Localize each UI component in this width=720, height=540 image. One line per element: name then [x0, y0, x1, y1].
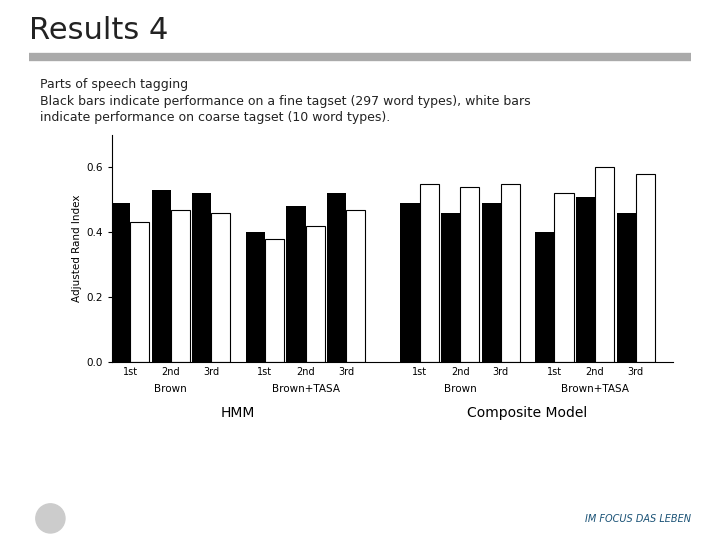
- Text: Parts of speech tagging: Parts of speech tagging: [40, 78, 188, 91]
- Text: indicate performance on coarse tagset (10 word types).: indicate performance on coarse tagset (1…: [40, 111, 390, 124]
- Bar: [130, 222, 149, 362]
- Circle shape: [36, 504, 65, 533]
- Y-axis label: Adjusted Rand Index: Adjusted Rand Index: [72, 194, 82, 302]
- Bar: [420, 184, 438, 362]
- Bar: [287, 206, 305, 362]
- Bar: [305, 226, 325, 362]
- Bar: [482, 203, 500, 362]
- Bar: [636, 174, 654, 362]
- Bar: [171, 210, 190, 362]
- Text: Composite Model: Composite Model: [467, 406, 588, 420]
- Bar: [265, 239, 284, 362]
- Bar: [616, 213, 636, 362]
- Bar: [192, 193, 211, 362]
- Bar: [346, 210, 365, 362]
- Bar: [400, 203, 420, 362]
- Bar: [111, 203, 130, 362]
- Text: Brown: Brown: [154, 384, 187, 395]
- Bar: [246, 232, 265, 362]
- Bar: [554, 193, 574, 362]
- Bar: [460, 187, 480, 362]
- Bar: [595, 167, 614, 362]
- Text: Brown: Brown: [444, 384, 477, 395]
- Bar: [536, 232, 554, 362]
- Text: Brown+TASA: Brown+TASA: [271, 384, 340, 395]
- Bar: [576, 197, 595, 362]
- Text: Black bars indicate performance on a fine tagset (297 word types), white bars: Black bars indicate performance on a fin…: [40, 94, 530, 107]
- Text: HMM: HMM: [221, 406, 256, 420]
- Bar: [152, 190, 171, 362]
- Text: Brown+TASA: Brown+TASA: [561, 384, 629, 395]
- Bar: [327, 193, 346, 362]
- Bar: [211, 213, 230, 362]
- Text: Results 4: Results 4: [29, 16, 168, 45]
- Bar: [500, 184, 520, 362]
- Text: IM FOCUS DAS LEBEN: IM FOCUS DAS LEBEN: [585, 514, 691, 524]
- Bar: [441, 213, 460, 362]
